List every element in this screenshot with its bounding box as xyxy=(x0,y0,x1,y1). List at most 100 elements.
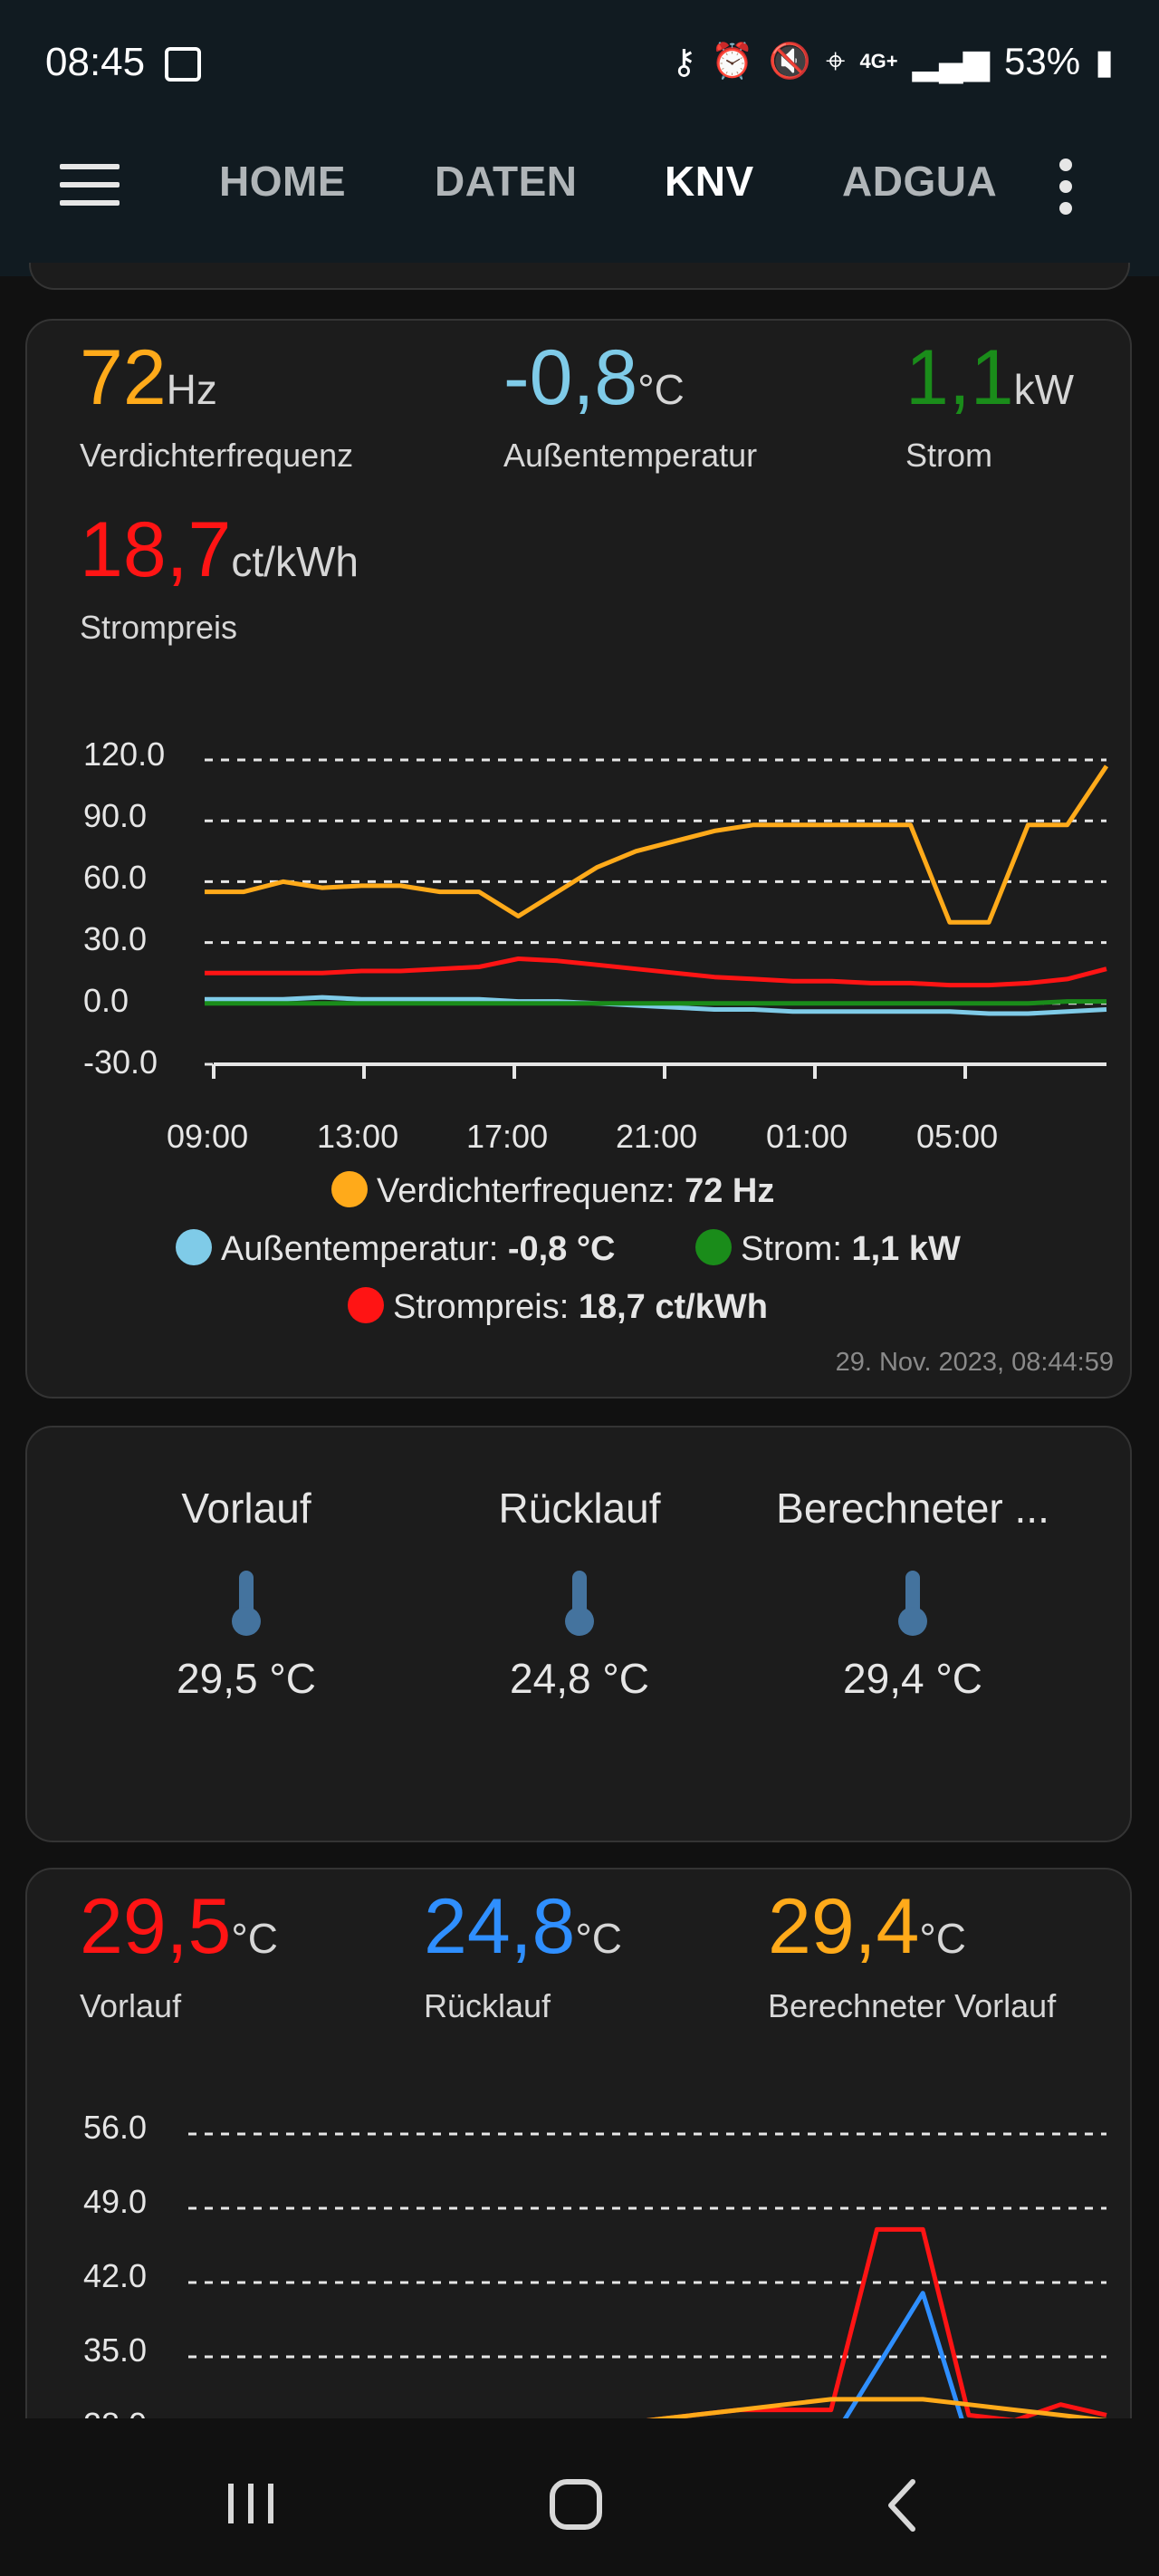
metric-outdoor-temp-unit: °C xyxy=(637,366,685,413)
x-tick-label: 21:00 xyxy=(616,1118,698,1155)
legend-name: Strom: xyxy=(741,1230,842,1268)
legend-name: Verdichterfrequenz: xyxy=(377,1172,675,1210)
entity-vorlauf[interactable]: Vorlauf 29,5 °C xyxy=(83,1484,409,1703)
legend-dot xyxy=(331,1170,368,1207)
location-icon: ⌖ xyxy=(826,42,846,81)
entity-berechneter-vorlauf[interactable]: Berechneter ... 29,4 °C xyxy=(750,1484,1076,1703)
series-line-strompreis xyxy=(205,956,1107,988)
last-updated-timestamp: 29. Nov. 2023, 08:44:59 xyxy=(835,1348,1114,1377)
metric-ruecklauf-value: 24,8 xyxy=(424,1883,576,1970)
system-nav-bar xyxy=(0,2418,1159,2576)
y-tick-label: 0.0 xyxy=(83,982,129,1019)
metric-price: 18,7ct/kWh xyxy=(80,505,359,595)
home-button[interactable] xyxy=(550,2479,602,2530)
metric-frequency-unit: Hz xyxy=(166,366,217,413)
x-tick-label: 09:00 xyxy=(167,1118,249,1155)
x-tick-label: 17:00 xyxy=(466,1118,549,1155)
recent-apps-button[interactable] xyxy=(228,2484,273,2523)
thermometer-icon xyxy=(750,1533,1076,1654)
entity-ruecklauf[interactable]: Rücklauf 24,8 °C xyxy=(417,1484,742,1703)
legend-value: 1,1 kW xyxy=(851,1230,961,1268)
series-line-verdichterfrequenz xyxy=(205,764,1109,925)
metric-price-unit: ct/kWh xyxy=(231,538,359,585)
y-tick-label: 49.0 xyxy=(83,2183,148,2220)
x-tick-label: 13:00 xyxy=(317,1118,399,1155)
tab-adgua[interactable]: ADGUA xyxy=(842,158,998,205)
legend-item-frequency[interactable]: Verdichterfrequenz: 72 Hz xyxy=(331,1170,775,1211)
battery-icon: ▮ xyxy=(1095,43,1114,82)
legend-item-power[interactable]: Strom: 1,1 kW xyxy=(695,1228,961,1269)
y-tick-label: 30.0 xyxy=(83,920,148,957)
key-icon: ⚷ xyxy=(671,43,697,82)
entity-value: 29,4 °C xyxy=(843,1655,982,1702)
legend-value: -0,8 °C xyxy=(507,1230,616,1268)
alarm-icon: ⏰ xyxy=(711,43,754,81)
entity-name: Vorlauf xyxy=(181,1485,311,1532)
metric-vorlauf-value: 29,5 xyxy=(80,1883,232,1970)
y-tick-label: 60.0 xyxy=(83,859,148,896)
series-line-au-entemperatur xyxy=(205,995,1107,1016)
metric-outdoor-temp-label: Außentemperatur xyxy=(503,437,758,474)
legend-dot xyxy=(348,1286,384,1323)
entity-name: Rücklauf xyxy=(498,1485,661,1532)
y-tick-label: 90.0 xyxy=(83,797,148,834)
legend-dot xyxy=(176,1228,212,1265)
metric-power-unit: kW xyxy=(1013,366,1074,413)
signal-icon: ▂▄▆ xyxy=(912,43,991,82)
status-icons: ⚷ ⏰ 🔇 ⌖ 4G+ ▂▄▆ 53% ▮ xyxy=(672,40,1114,83)
tab-home[interactable]: HOME xyxy=(219,158,346,205)
metric-power: 1,1kW xyxy=(905,333,1074,423)
metric-berechneter-vorlauf: 29,4°C xyxy=(768,1882,966,1972)
metric-frequency-label: Verdichterfrequenz xyxy=(80,437,354,474)
legend-value: 72 Hz xyxy=(685,1172,775,1210)
legend-value: 18,7 ct/kWh xyxy=(578,1288,768,1326)
status-time: 08:45 xyxy=(45,40,146,84)
tab-knv[interactable]: KNV xyxy=(665,158,754,205)
status-bar: 08:45 ⚷ ⏰ 🔇 ⌖ 4G+ ▂▄▆ 53% ▮ xyxy=(0,0,1159,131)
metric-ruecklauf-unit: °C xyxy=(575,1915,623,1962)
previous-card-edge xyxy=(29,263,1130,290)
y-tick-label: -30.0 xyxy=(83,1043,158,1081)
app-bar: HOME DATEN KNV ADGUA xyxy=(0,131,1159,276)
gallery-icon xyxy=(165,47,201,82)
metric-vorlauf: 29,5°C xyxy=(80,1882,278,1972)
x-tick-label: 05:00 xyxy=(916,1118,999,1155)
tab-daten[interactable]: DATEN xyxy=(435,158,578,205)
y-tick-label: 35.0 xyxy=(83,2331,148,2369)
y-tick-label: 56.0 xyxy=(83,2109,148,2146)
entity-value: 24,8 °C xyxy=(510,1655,649,1702)
thermometer-icon xyxy=(417,1533,742,1654)
legend-item-price[interactable]: Strompreis: 18,7 ct/kWh xyxy=(348,1286,768,1327)
menu-icon[interactable] xyxy=(60,164,120,215)
x-tick-label: 01:00 xyxy=(766,1118,848,1155)
metric-berechneter-vorlauf-unit: °C xyxy=(919,1915,967,1962)
mute-icon: 🔇 xyxy=(768,43,812,81)
metric-berechneter-vorlauf-value: 29,4 xyxy=(768,1883,920,1970)
metric-frequency: 72Hz xyxy=(80,333,217,423)
legend-dot xyxy=(695,1228,732,1265)
more-options-icon[interactable] xyxy=(1059,159,1081,218)
metric-vorlauf-unit: °C xyxy=(231,1915,279,1962)
back-button[interactable] xyxy=(888,2479,915,2532)
metric-vorlauf-label: Vorlauf xyxy=(80,1987,182,2024)
series-line-vorlauf xyxy=(188,2226,1107,2445)
legend-item-outdoor-temp[interactable]: Außentemperatur: -0,8 °C xyxy=(176,1228,616,1269)
y-tick-label: 42.0 xyxy=(83,2257,148,2294)
legend-name: Strompreis: xyxy=(393,1288,570,1326)
flow-temperature-card: 29,5°C Vorlauf 24,8°C Rücklauf 29,4°C Be… xyxy=(25,1868,1132,2502)
metric-power-label: Strom xyxy=(905,437,993,474)
heatpump-overview-card: 72Hz Verdichterfrequenz -0,8°C Außentemp… xyxy=(25,319,1132,1399)
metric-price-value: 18,7 xyxy=(80,506,232,593)
metric-ruecklauf: 24,8°C xyxy=(424,1882,622,1972)
series-line-strom xyxy=(205,999,1106,1006)
metric-price-label: Strompreis xyxy=(80,609,238,646)
temperature-entities-card: Vorlauf 29,5 °C Rücklauf 24,8 °C Berechn… xyxy=(25,1426,1132,1842)
metric-berechneter-vorlauf-label: Berechneter Vorlauf xyxy=(768,1987,1057,2024)
metric-outdoor-temp: -0,8°C xyxy=(503,333,685,423)
entity-value: 29,5 °C xyxy=(177,1655,316,1702)
network-label: 4G+ xyxy=(859,50,898,72)
y-tick-label: 120.0 xyxy=(83,735,166,773)
metric-power-value: 1,1 xyxy=(905,334,1014,421)
entity-name: Berechneter ... xyxy=(776,1485,1049,1532)
legend-name: Außentemperatur: xyxy=(221,1230,499,1268)
